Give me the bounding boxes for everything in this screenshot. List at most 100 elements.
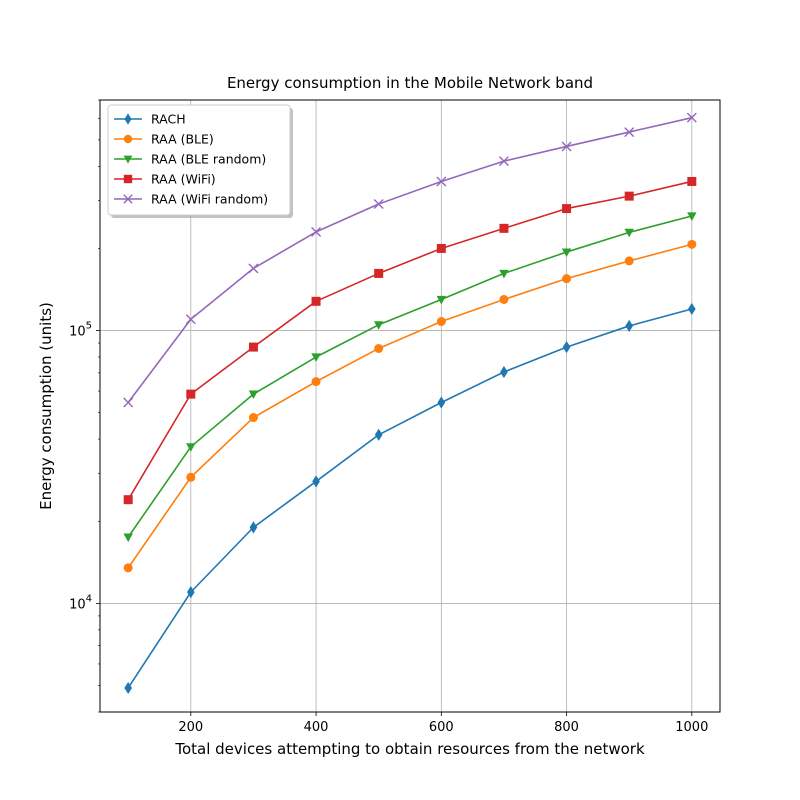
legend-item: RAA (BLE): [114, 132, 214, 147]
marker-triangle-down: [436, 295, 447, 305]
marker-square: [123, 495, 133, 505]
legend-label: RACH: [151, 112, 186, 127]
marker-x-stroke: [123, 194, 133, 204]
marker-x-stroke: [624, 127, 635, 138]
marker-x: [123, 194, 133, 204]
marker-diamond: [437, 396, 446, 409]
marker-circle: [311, 377, 321, 387]
x-tick-label: 1000: [675, 720, 708, 735]
marker-x-stroke: [373, 199, 384, 210]
marker-x: [123, 397, 134, 408]
series-0: [124, 302, 696, 695]
y-tick-base: 10: [69, 597, 86, 612]
legend-label: RAA (WiFi random): [151, 192, 268, 207]
marker-diamond: [312, 475, 320, 488]
marker-x: [436, 176, 447, 187]
series-line: [127, 215, 693, 538]
series-1: [123, 239, 697, 573]
marker-triangle-down: [123, 155, 133, 164]
series-line: [127, 180, 693, 501]
marker-square: [186, 389, 196, 399]
marker-x-stroke: [686, 112, 697, 123]
series-layer: [123, 112, 697, 695]
marker-circle: [562, 274, 572, 284]
y-tick-exponent: 5: [86, 321, 92, 332]
series-2: [123, 212, 697, 543]
marker-x-stroke: [436, 176, 447, 187]
x-tick-label: 200: [178, 720, 203, 735]
marker-circle: [436, 316, 446, 326]
plot-frame: [99, 99, 721, 713]
series-3: [123, 176, 697, 505]
marker-diamond: [625, 319, 634, 333]
marker-x: [185, 314, 196, 325]
legend-item: RAA (WiFi): [114, 172, 216, 187]
marker-triangle-down: [248, 390, 259, 400]
series-4: [123, 112, 697, 408]
marker-square: [687, 176, 697, 186]
marker-square: [499, 223, 509, 233]
marker-x: [561, 141, 572, 152]
chart-title: Energy consumption in the Mobile Network…: [227, 74, 593, 92]
marker-triangle-down: [123, 533, 133, 543]
marker-x-stroke: [123, 397, 134, 408]
marker-triangle-down: [499, 269, 509, 279]
marker-x: [248, 263, 259, 274]
marker-square: [123, 174, 133, 184]
marker-diamond: [186, 586, 195, 599]
marker-circle: [186, 472, 196, 482]
marker-diamond: [124, 681, 133, 695]
marker-square: [248, 342, 258, 352]
x-tick-label: 400: [304, 720, 329, 735]
legend-label: RAA (BLE random): [151, 152, 266, 167]
marker-diamond: [562, 341, 571, 354]
legend-item: RAA (BLE random): [114, 152, 266, 167]
marker-x: [373, 199, 384, 210]
marker-x: [624, 127, 635, 138]
marker-diamond: [124, 113, 132, 125]
y-tick-base: 10: [69, 325, 86, 340]
series-line: [127, 243, 693, 569]
marker-triangle-down: [624, 228, 634, 238]
marker-square: [436, 243, 446, 253]
marker-x-stroke: [561, 141, 572, 152]
marker-x-stroke: [185, 314, 196, 325]
marker-diamond: [500, 365, 508, 379]
marker-diamond: [249, 521, 258, 534]
legend-box: [107, 104, 291, 216]
legend: RACH RAA (BLE) RAA (BLE random) RAA (WiFi) R…: [107, 104, 293, 218]
marker-x: [686, 112, 697, 123]
y-tick-exponent: 4: [86, 593, 92, 604]
marker-x: [311, 226, 322, 237]
marker-square: [311, 296, 321, 306]
marker-diamond: [374, 428, 383, 441]
y-tick-label: 105: [69, 321, 92, 340]
legend-label: RAA (WiFi): [151, 172, 216, 187]
marker-triangle-down: [373, 321, 384, 330]
legend-item: RAA (WiFi random): [114, 192, 268, 207]
marker-square: [562, 204, 572, 214]
marker-circle: [624, 256, 634, 266]
marker-triangle-down: [561, 248, 572, 258]
x-axis-label: Total devices attempting to obtain resou…: [174, 740, 645, 758]
marker-x-stroke: [498, 156, 509, 167]
y-tick-label: 104: [69, 593, 92, 612]
marker-diamond: [687, 302, 696, 316]
marker-circle: [687, 239, 697, 249]
x-tick-label: 800: [554, 720, 579, 735]
marker-circle: [499, 294, 509, 304]
marker-square: [374, 268, 384, 278]
marker-circle: [374, 343, 384, 353]
marker-square: [624, 191, 634, 201]
marker-x-stroke: [311, 226, 322, 237]
marker-circle: [248, 413, 258, 423]
marker-circle: [123, 563, 133, 573]
marker-x-stroke: [248, 263, 259, 274]
series-line: [127, 308, 693, 689]
legend-item: RACH: [114, 112, 186, 127]
marker-circle: [123, 134, 133, 144]
marker-triangle-down: [687, 212, 697, 221]
series-line: [127, 116, 692, 403]
